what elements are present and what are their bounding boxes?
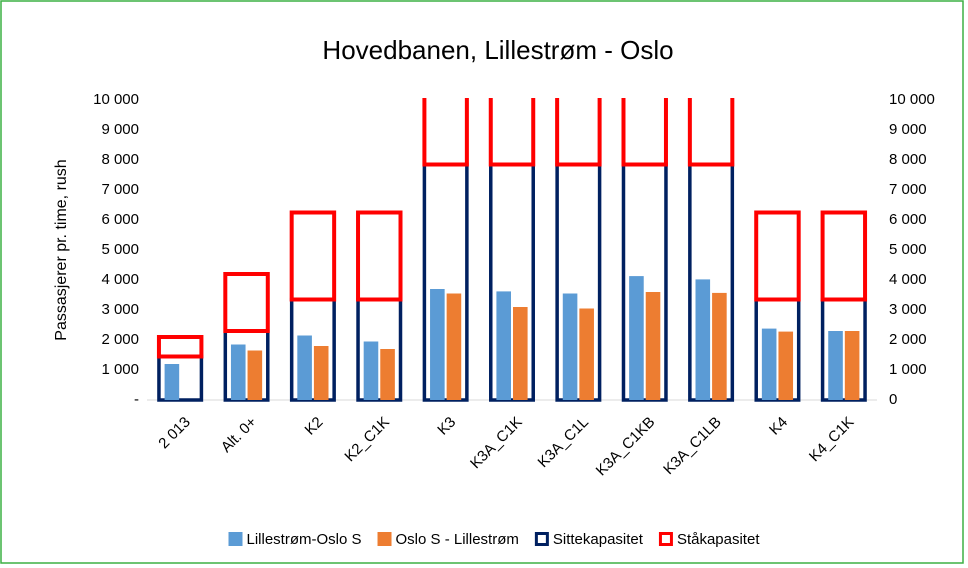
legend: Lillestrøm-Oslo S Oslo S - Lillestrøm Sitt… [228,531,760,548]
bar [778,331,794,400]
bar [496,291,511,400]
bar [562,293,578,400]
capacity-bar [156,335,204,359]
capacity-bar [488,98,536,167]
bar [712,292,727,400]
bar [313,346,329,400]
bar [247,350,263,400]
y2-tick-label: 7 000 [889,181,927,198]
legend-item: Lillestrøm-Oslo S [228,531,362,548]
bar [230,344,246,400]
bar [446,293,462,400]
y2-tick-label: 0 [889,391,897,408]
y-tick-label: 6 000 [101,211,139,228]
y-tick-label: 10 000 [93,91,139,108]
y2-tick-label: 10 000 [889,91,935,108]
y-tick-label: 4 000 [101,271,139,288]
bar [579,308,594,400]
capacity-bar [754,210,801,302]
y-tick-label: 2 000 [101,331,139,348]
legend-item: Oslo S - Lillestrøm [377,531,519,548]
legend-label: Lillestrøm-Oslo S [247,531,362,548]
y2-tick-label: 4 000 [889,271,927,288]
plot-area [156,98,868,402]
legend-label: Oslo S - Lillestrøm [396,531,519,548]
bar [629,276,644,400]
legend-swatch [658,532,673,546]
legend-item: Sittekapasitet [534,531,644,548]
legend-swatch [534,532,549,546]
capacity-bar [621,98,668,167]
capacity-bar [820,210,868,302]
y-tick-label: 1 000 [101,361,139,378]
capacity-bar [289,210,337,302]
y2-tick-label: 6 000 [889,211,927,228]
chart-title: Hovedbanen, Lillestrøm - Oslo [322,35,673,65]
y-tick-label: 8 000 [101,151,139,168]
y2-tick-label: 2 000 [889,331,927,348]
y-axis-label: Passasjerer pr. time, rush [53,159,70,340]
bar [297,335,312,400]
bar [761,328,777,400]
capacity-bar [223,272,270,333]
y2-tick-label: 8 000 [889,151,927,168]
bar [513,307,528,400]
bar [645,292,661,400]
legend-swatch [377,532,392,546]
y-tick-label: 7 000 [101,181,139,198]
legend-label: Ståkapasitet [677,531,760,548]
bar [380,349,395,400]
bar [828,331,843,400]
legend-label: Sittekapasitet [553,531,644,548]
y2-tick-label: 9 000 [889,121,927,138]
y-tick-label: 5 000 [101,241,139,258]
capacity-bar [422,98,469,167]
legend-swatch [228,532,243,546]
y2-tick-label: 3 000 [889,301,927,318]
bar [844,331,860,400]
capacity-bar [356,210,403,302]
capacity-bar [555,98,602,167]
bar [363,341,379,400]
y-tick-label: - [134,391,139,408]
bar [695,279,711,400]
legend-item: Ståkapasitet [658,531,760,548]
y2-tick-label: 5 000 [889,241,927,258]
capacity-bar [687,98,735,167]
y-tick-label: 3 000 [101,301,139,318]
bar [430,289,445,400]
bar [164,364,180,400]
y2-tick-label: 1 000 [889,361,927,378]
y-tick-label: 9 000 [101,121,139,138]
